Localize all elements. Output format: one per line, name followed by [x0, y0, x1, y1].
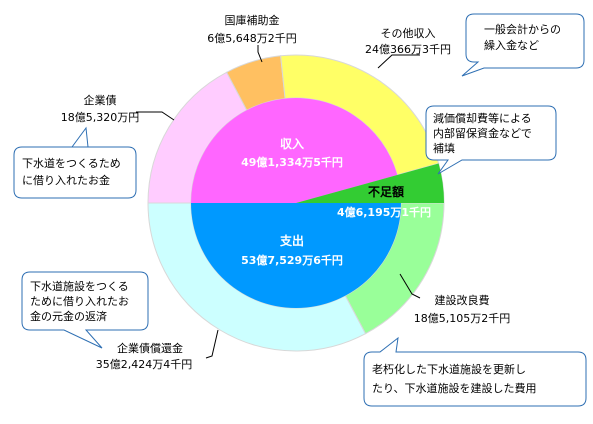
- callout-bond: 下水道をつくるため に借り入れたお金: [13, 126, 137, 199]
- leader-lines: [136, 45, 421, 359]
- slice-shortfall-overlay: [296, 163, 444, 203]
- chart-labels: 国庫補助金 6億5,648万2千円 その他収入 24億366万3千円 企業債 1…: [61, 13, 511, 371]
- label-revenue-name: 収入: [280, 137, 304, 151]
- leader-repayment: [205, 329, 219, 359]
- label-revenue-value: 49億1,334万5千円: [241, 155, 343, 169]
- leader-other-income: [377, 54, 420, 69]
- callout-other-income-box: [461, 13, 585, 77]
- callout-repayment-line-2: ために借り入れたお: [30, 295, 129, 308]
- callout-repayment-line-1: 下水道施設をつくる: [30, 279, 129, 293]
- label-subsidy-value: 6億5,648万2千円: [207, 32, 297, 45]
- callout-depreciation-line-1: 減価償却費等による: [433, 111, 532, 125]
- callout-construction-box: [363, 336, 587, 407]
- label-construction-name: 建設改良費: [435, 293, 490, 307]
- callout-construction-line-2: たり、下水道施設を建設した費用: [372, 381, 537, 395]
- callout-bond-line-1: 下水道をつくるため: [22, 156, 121, 170]
- label-bond-name: 企業債: [84, 93, 117, 107]
- inner-revenue: [191, 98, 398, 203]
- callout-depreciation: 減価償却費等による 内部留保資金などで 補填: [425, 105, 557, 175]
- label-expenditure-name: 支出: [279, 233, 304, 248]
- callout-repayment: 下水道施設をつくる ために借り入れたお 金の元金の返済: [21, 271, 149, 349]
- callout-repayment-box: [21, 271, 149, 349]
- inner-ring: [191, 98, 444, 308]
- callout-other-income-line-1: 一般会計からの: [484, 22, 561, 36]
- leader-bond: [136, 111, 175, 121]
- label-repayment-name: 企業債償還金: [117, 341, 183, 355]
- label-subsidy-name: 国庫補助金: [225, 13, 280, 27]
- callout-repayment-line-3: 金の元金の返済: [30, 309, 107, 323]
- label-repayment-value: 35億2,424万4千円: [96, 358, 193, 371]
- label-other-income-value: 24億366万3千円: [365, 43, 451, 56]
- label-construction-value: 18億5,105万2千円: [414, 312, 511, 325]
- label-bond-value: 18億5,320万円: [61, 111, 140, 124]
- callout-construction-line-1: 老朽化した下水道施設を更新し: [372, 362, 526, 376]
- leader-subsidy: [257, 45, 263, 63]
- callout-bond-box: [13, 126, 137, 199]
- callout-depreciation-line-2: 内部留保資金などで: [433, 126, 532, 140]
- label-other-income-name: その他収入: [381, 27, 436, 40]
- callout-depreciation-line-3: 補填: [433, 141, 455, 155]
- callout-other-income-line-2: 繰入金など: [484, 38, 539, 52]
- inner-expenditure: [191, 203, 401, 308]
- label-shortfall-name: 不足額: [368, 184, 404, 199]
- callout-bond-line-2: に借り入れたお金: [22, 173, 110, 187]
- callout-other-income: 一般会計からの 繰入金など: [461, 13, 585, 77]
- callout-depreciation-box: [425, 105, 557, 175]
- callout-construction: 老朽化した下水道施設を更新し たり、下水道施設を建設した費用: [363, 336, 587, 407]
- label-expenditure-value: 53億7,529万6千円: [241, 253, 343, 267]
- label-shortfall-value: 4億6,195万1千円: [337, 205, 431, 219]
- leader-construction: [399, 273, 421, 299]
- callouts: 一般会計からの 繰入金など 減価償却費等による 内部留保資金などで 補填 下水道…: [13, 13, 587, 407]
